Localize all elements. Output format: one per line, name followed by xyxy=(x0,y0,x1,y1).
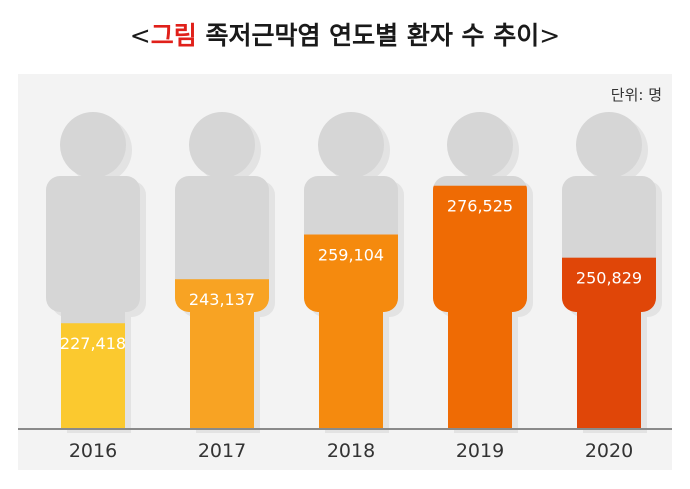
person-figure-2020: 250,829 2020 xyxy=(562,112,662,462)
title-open-bracket: < xyxy=(129,21,151,50)
title-close-bracket: > xyxy=(539,21,561,50)
value-fill-bar xyxy=(433,185,527,428)
x-tick-label: 2019 xyxy=(456,440,504,462)
person-silhouette-icon xyxy=(304,112,398,428)
x-tick-label: 2016 xyxy=(69,440,117,462)
page-title: <그림 족저근막염 연도별 환자 수 추이> xyxy=(0,16,690,52)
person-figure-2016: 227,418 2016 xyxy=(46,112,146,462)
x-tick-label: 2017 xyxy=(198,440,246,462)
data-label: 259,104 xyxy=(318,246,384,265)
person-figure-2017: 243,137 2017 xyxy=(175,112,275,462)
unit-label: 단위: 명 xyxy=(610,86,662,104)
x-tick-label: 2020 xyxy=(585,440,633,462)
value-fill-bar xyxy=(304,234,398,428)
data-label: 276,525 xyxy=(447,197,513,216)
title-main: 족저근막염 연도별 환자 수 추이 xyxy=(196,21,540,50)
person-silhouette-icon xyxy=(175,112,269,428)
value-fill-bar xyxy=(562,257,656,428)
person-figure-2019: 276,525 2019 xyxy=(433,112,533,462)
title-accent: 그림 xyxy=(150,21,197,50)
value-fill-bar xyxy=(175,279,269,428)
person-figure-2018: 259,104 2018 xyxy=(304,112,404,462)
x-tick-label: 2018 xyxy=(327,440,375,462)
value-fill-bar xyxy=(46,323,140,428)
person-silhouette-icon xyxy=(433,112,527,428)
data-label: 227,418 xyxy=(60,334,126,353)
data-label: 243,137 xyxy=(189,290,255,309)
person-silhouette-icon xyxy=(46,112,140,428)
data-label: 250,829 xyxy=(576,269,642,288)
